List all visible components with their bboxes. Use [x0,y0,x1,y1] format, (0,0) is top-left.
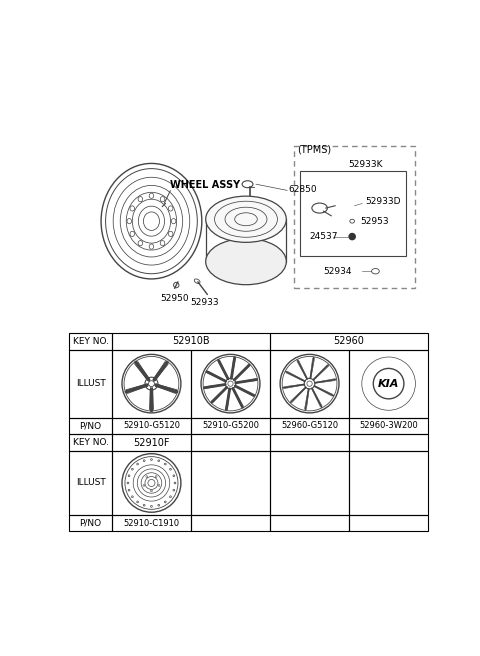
Ellipse shape [146,384,148,386]
Ellipse shape [138,197,143,202]
Bar [191,514,270,531]
Ellipse shape [206,239,286,285]
Ellipse shape [138,241,143,246]
Bar [69,514,112,531]
Ellipse shape [153,379,156,381]
Text: 52960: 52960 [334,337,364,346]
Text: 52910-G5200: 52910-G5200 [202,422,259,430]
Text: KIA: KIA [378,379,399,388]
Text: 52910B: 52910B [172,337,210,346]
Bar [69,417,112,434]
Ellipse shape [147,379,150,381]
Bar [270,451,349,514]
Text: 52910-G5120: 52910-G5120 [123,422,180,430]
Text: KEY NO.: KEY NO. [72,337,108,346]
Bar [69,350,112,417]
Ellipse shape [206,196,286,242]
Text: (TPMS): (TPMS) [297,145,331,155]
Bar [270,514,349,531]
Text: 24537: 24537 [310,232,338,241]
Bar [69,333,112,350]
Circle shape [349,234,355,239]
Bar [270,434,349,451]
Ellipse shape [168,232,173,236]
Ellipse shape [130,206,134,211]
Ellipse shape [171,218,176,224]
Bar [69,451,112,514]
Ellipse shape [127,218,132,224]
Text: 52960-3W200: 52960-3W200 [359,422,418,430]
Ellipse shape [304,379,315,389]
Ellipse shape [149,193,154,198]
Text: 52950: 52950 [160,295,189,303]
Bar [191,451,270,514]
Bar [349,417,428,434]
Ellipse shape [155,384,157,386]
Text: 52910F: 52910F [133,438,170,448]
Text: KEY NO.: KEY NO. [72,438,108,447]
Bar [191,350,270,417]
Ellipse shape [225,379,236,389]
Text: 52960-G5120: 52960-G5120 [281,422,338,430]
Ellipse shape [130,232,134,236]
Ellipse shape [160,241,165,246]
Text: 52933K: 52933K [348,161,383,169]
Bar [270,333,428,350]
Text: P/NO: P/NO [80,422,102,430]
Bar [349,434,428,451]
Bar [112,350,191,417]
Text: 62850: 62850 [288,185,317,194]
Bar [112,451,191,514]
Ellipse shape [168,206,173,211]
Ellipse shape [145,377,158,390]
Text: 52910-C1910: 52910-C1910 [123,518,180,527]
Text: 52933D: 52933D [365,197,401,207]
Bar [300,171,406,256]
Text: 52953: 52953 [360,216,389,226]
Text: 52933: 52933 [190,298,218,307]
Bar [191,434,270,451]
Text: ILLUST: ILLUST [76,478,106,487]
Bar [112,514,191,531]
Bar [349,451,428,514]
Ellipse shape [160,197,165,202]
Bar [294,146,415,288]
Text: WHEEL ASSY: WHEEL ASSY [170,180,240,190]
Bar [349,514,428,531]
Bar [112,417,191,434]
Bar [270,417,349,434]
Ellipse shape [149,244,154,249]
Text: 52934: 52934 [324,267,352,276]
Bar [349,350,428,417]
Ellipse shape [150,387,153,390]
Bar [69,434,112,451]
Bar [191,417,270,434]
Text: P/NO: P/NO [80,518,102,527]
Bar [112,434,191,451]
Bar [270,350,349,417]
Bar [112,333,270,350]
Text: ILLUST: ILLUST [76,379,106,388]
